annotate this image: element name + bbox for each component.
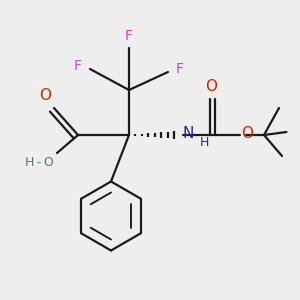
Text: H: H bbox=[200, 136, 209, 149]
Text: F: F bbox=[74, 59, 82, 73]
Text: O: O bbox=[39, 88, 51, 104]
Text: F: F bbox=[176, 62, 184, 76]
Text: H - O: H - O bbox=[25, 155, 53, 169]
Text: F: F bbox=[125, 29, 133, 43]
Text: N: N bbox=[183, 126, 194, 141]
Text: O: O bbox=[242, 126, 254, 141]
Text: O: O bbox=[206, 80, 218, 94]
